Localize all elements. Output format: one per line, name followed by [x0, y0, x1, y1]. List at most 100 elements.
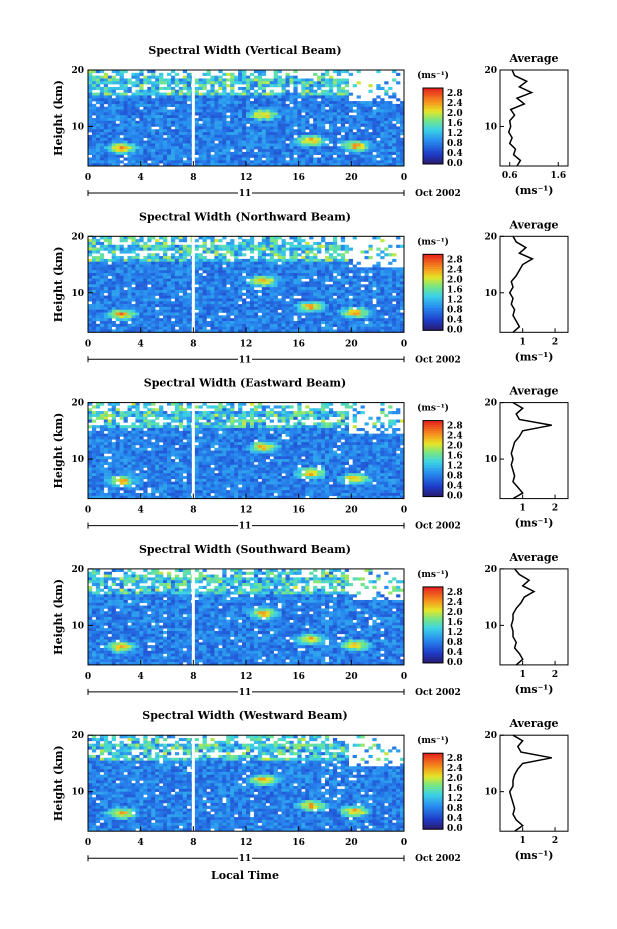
heatmap-cell: [305, 304, 310, 308]
heatmap-cell: [230, 126, 235, 130]
heatmap-cell: [91, 476, 97, 480]
colorbar-segment: [423, 109, 443, 112]
heatmap-cell: [202, 126, 207, 130]
heatmap-cell: [111, 151, 116, 155]
heatmap-cell: [99, 284, 105, 288]
heatmap-cell: [392, 289, 397, 294]
heatmap-cell: [321, 89, 326, 93]
heatmap-cell: [95, 413, 101, 418]
heatmap-cell: [155, 132, 160, 136]
data-gap-line: [191, 70, 195, 166]
heatmap-cell: [313, 149, 318, 153]
heatmap-cell: [317, 309, 322, 313]
heatmap-cell: [107, 241, 112, 246]
heatmap-cell: [352, 123, 357, 127]
heatmap-cell: [246, 95, 251, 99]
heatmap-cell: [321, 273, 326, 277]
heatmap-cell: [344, 112, 349, 116]
heatmap-cell: [301, 151, 306, 155]
heatmap-cell: [143, 120, 148, 124]
heatmap-cell: [139, 70, 144, 74]
heatmap-cell: [242, 157, 247, 161]
heatmap-cell: [297, 247, 302, 251]
heatmap-cell: [360, 163, 365, 167]
heatmap-cell: [400, 163, 405, 167]
heatmap-cell: [107, 247, 112, 251]
heatmap-cell: [167, 309, 172, 313]
heatmap-cell: [99, 402, 105, 406]
heatmap-cell: [167, 323, 172, 327]
heatmap-cell: [91, 405, 97, 409]
heatmap-cell: [301, 101, 306, 105]
heatmap-cell: [170, 132, 176, 136]
heatmap-cell: [163, 312, 168, 316]
heatmap-cell: [372, 115, 377, 119]
heatmap-cell: [206, 289, 211, 294]
heatmap-cell: [238, 146, 243, 150]
heatmap-cell: [218, 143, 223, 147]
heatmap-cell: [147, 149, 152, 153]
heatmap-cell: [253, 292, 259, 296]
heatmap-cell: [332, 278, 338, 282]
heatmap-cell: [135, 143, 140, 147]
heatmap-cell: [210, 129, 215, 133]
heatmap-cell: [127, 306, 132, 311]
heatmap-cell: [297, 140, 302, 144]
heatmap-cell: [242, 244, 247, 248]
heatmap-cell: [249, 123, 255, 127]
heatmap-cell: [269, 281, 274, 285]
heatmap-cell: [178, 258, 184, 263]
heatmap-cell: [174, 267, 180, 271]
heatmap-cell: [147, 98, 152, 102]
heatmap-cell: [202, 106, 207, 110]
heatmap-cell: [348, 289, 353, 294]
heatmap-cell: [194, 275, 199, 279]
heatmap-cell: [360, 306, 365, 311]
heatmap-cell: [91, 439, 97, 443]
colorbar-segment: [423, 296, 443, 300]
heatmap-cell: [88, 75, 93, 79]
heatmap-cell: [103, 160, 109, 164]
heatmap-cell: [242, 75, 247, 79]
heatmap-cell: [214, 281, 219, 285]
heatmap-cell: [246, 258, 251, 263]
heatmap-cell: [198, 137, 203, 141]
heatmap-cell: [222, 89, 227, 93]
heatmap-cell: [95, 75, 101, 79]
heatmap-cell: [293, 95, 298, 99]
heatmap-cell: [127, 281, 132, 285]
heatmap-cell: [226, 323, 231, 327]
heatmap-cell: [344, 95, 349, 99]
heatmap-cell: [384, 287, 389, 291]
heatmap-cell: [143, 112, 148, 116]
heatmap-cell: [380, 101, 385, 105]
heatmap-cell: [174, 275, 180, 279]
heatmap-cell: [163, 295, 168, 299]
heatmap-cell: [131, 309, 136, 313]
heatmap-cell: [253, 101, 259, 105]
heatmap-cell: [261, 120, 267, 124]
heatmap-cell: [115, 151, 120, 155]
heatmap-cell: [297, 241, 302, 246]
heatmap-cell: [368, 143, 373, 147]
heatmap-cell: [293, 86, 298, 91]
heatmap-cell: [344, 323, 349, 327]
heatmap-cell: [230, 101, 235, 105]
heatmap-cell: [222, 143, 227, 147]
heatmap-cell: [356, 329, 361, 333]
heatmap-cell: [131, 250, 136, 254]
heatmap-cell: [396, 134, 401, 139]
heatmap-cell: [313, 298, 318, 302]
heatmap-cell: [352, 103, 357, 107]
heatmap-cell: [95, 250, 101, 254]
heatmap-cell: [214, 81, 219, 85]
heatmap-cell: [328, 261, 334, 265]
heatmap-cell: [388, 267, 393, 271]
heatmap-cell: [198, 109, 203, 113]
heatmap-cell: [167, 126, 172, 130]
heatmap-cell: [281, 112, 286, 116]
heatmap-cell: [344, 126, 349, 130]
heatmap-cell: [88, 329, 93, 333]
heatmap-cell: [364, 315, 369, 319]
heatmap-cell: [325, 115, 330, 119]
